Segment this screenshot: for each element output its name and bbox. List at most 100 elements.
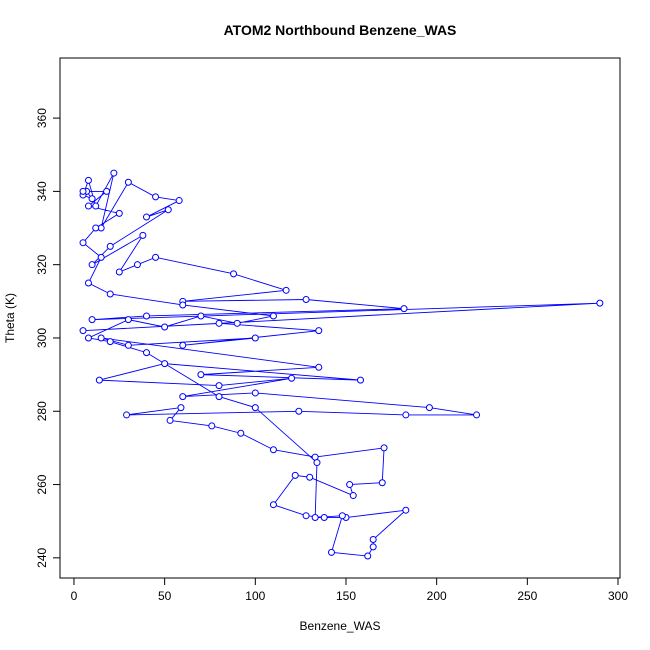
- data-point: [197, 312, 205, 320]
- data-point: [302, 295, 310, 303]
- data-point: [291, 471, 299, 479]
- data-point: [79, 187, 87, 195]
- data-point: [152, 253, 160, 261]
- y-axis-label: Theta (K): [3, 293, 17, 343]
- data-point: [179, 301, 187, 309]
- data-point: [315, 327, 323, 335]
- data-point: [103, 187, 111, 195]
- x-tick-label: 200: [427, 589, 447, 603]
- data-point: [364, 552, 372, 560]
- data-line: [82, 172, 600, 557]
- data-point: [208, 422, 216, 430]
- x-tick-label: 0: [71, 589, 78, 603]
- x-tick-label: 100: [245, 589, 265, 603]
- data-point: [133, 261, 141, 269]
- data-point: [295, 407, 303, 415]
- data-point: [143, 312, 151, 320]
- data-point: [237, 429, 245, 437]
- data-point: [349, 492, 357, 500]
- data-point: [97, 253, 105, 261]
- data-point: [327, 548, 335, 556]
- data-point: [311, 514, 319, 522]
- data-point: [269, 312, 277, 320]
- data-point: [320, 514, 328, 522]
- data-point: [152, 193, 160, 201]
- data-point: [179, 341, 187, 349]
- data-point: [161, 323, 169, 331]
- data-point: [269, 446, 277, 454]
- data-point: [164, 206, 172, 214]
- data-point: [106, 242, 114, 250]
- data-point: [84, 176, 92, 184]
- data-point: [106, 338, 114, 346]
- data-point: [402, 411, 410, 419]
- data-point: [84, 202, 92, 210]
- data-point: [400, 305, 408, 313]
- data-point: [215, 393, 223, 401]
- data-point: [315, 363, 323, 371]
- data-point: [356, 376, 364, 384]
- data-point: [84, 279, 92, 287]
- data-point: [215, 382, 223, 390]
- x-tick-label: 150: [336, 589, 356, 603]
- data-point: [177, 404, 185, 412]
- data-point: [215, 319, 223, 327]
- y-tick-label: 300: [35, 328, 49, 348]
- data-point: [313, 459, 321, 467]
- y-tick-label: 260: [35, 474, 49, 494]
- data-point: [175, 197, 183, 205]
- data-point: [369, 536, 377, 544]
- data-point: [402, 506, 410, 514]
- data-point: [88, 195, 96, 203]
- data-point: [143, 213, 151, 221]
- y-tick-label: 320: [35, 254, 49, 274]
- chart-title: ATOM2 Northbound Benzene_WAS: [224, 22, 457, 38]
- data-point: [115, 268, 123, 276]
- y-tick-label: 240: [35, 548, 49, 568]
- data-point: [92, 224, 100, 232]
- data-point: [306, 473, 314, 481]
- x-tick-label: 50: [158, 589, 172, 603]
- y-tick-label: 340: [35, 181, 49, 201]
- data-point: [124, 341, 132, 349]
- data-point: [251, 334, 259, 342]
- data-point: [473, 411, 481, 419]
- data-point: [251, 404, 259, 412]
- data-point: [282, 286, 290, 294]
- data-point: [106, 290, 114, 298]
- data-point: [88, 316, 96, 324]
- data-point: [596, 299, 604, 307]
- data-point: [88, 261, 96, 269]
- data-point: [338, 512, 346, 520]
- data-point: [230, 270, 238, 278]
- data-point: [124, 178, 132, 186]
- data-point: [251, 389, 259, 397]
- data-point: [346, 481, 354, 489]
- data-point: [79, 239, 87, 247]
- data-point: [92, 202, 100, 210]
- data-point: [197, 371, 205, 379]
- data-point: [288, 374, 296, 382]
- data-point: [115, 209, 123, 217]
- data-point: [79, 327, 87, 335]
- data-point: [179, 393, 187, 401]
- data-point: [166, 416, 174, 424]
- data-point: [84, 334, 92, 342]
- x-tick-label: 300: [608, 589, 628, 603]
- x-tick-label: 250: [517, 589, 537, 603]
- data-point: [161, 360, 169, 368]
- x-axis-label: Benzene_WAS: [300, 619, 381, 633]
- y-tick-label: 280: [35, 401, 49, 421]
- data-point: [124, 316, 132, 324]
- data-point: [95, 376, 103, 384]
- data-point: [380, 444, 388, 452]
- data-point: [302, 512, 310, 520]
- data-point: [139, 231, 147, 239]
- data-point: [110, 169, 118, 177]
- data-point: [143, 349, 151, 357]
- data-point: [97, 334, 105, 342]
- data-point: [123, 411, 131, 419]
- data-point: [369, 543, 377, 551]
